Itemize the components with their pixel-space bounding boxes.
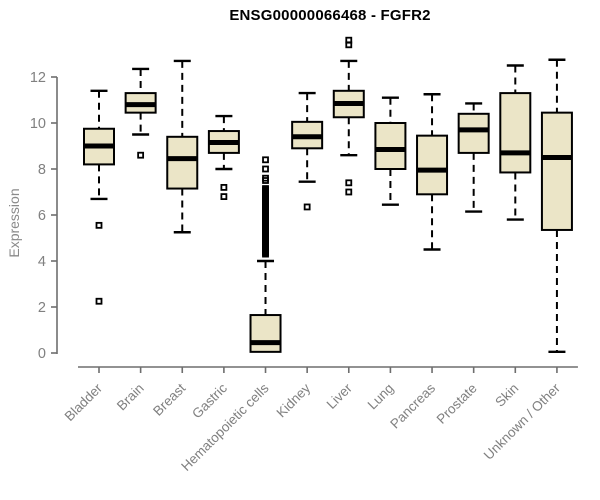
chart-title: ENSG00000066468 - FGFR2	[229, 7, 431, 24]
outlier-point-hematopoietic-cells	[262, 177, 269, 184]
outlier-point-kidney	[303, 203, 311, 211]
box-breast	[166, 135, 199, 190]
y-tick-label-8: 8	[38, 162, 46, 178]
outlier-point-liver	[345, 179, 353, 187]
outlier-point-brain	[137, 151, 145, 159]
x-tick-label-pancreas: Pancreas	[387, 380, 438, 431]
y-tick-label-0: 0	[38, 346, 46, 362]
y-tick-label-4: 4	[38, 254, 46, 270]
x-tick-label-bladder: Bladder	[62, 380, 106, 424]
x-tick-label-skin: Skin	[492, 381, 521, 410]
box-pancreas	[416, 134, 449, 196]
outlier-point-bladder	[95, 221, 103, 229]
x-tick-label-unknown-other: Unknown / Other	[481, 380, 564, 463]
box-unknown-other	[540, 111, 573, 231]
box-lung	[374, 122, 407, 170]
x-tick-label-prostate: Prostate	[434, 381, 480, 427]
x-tick-label-gastric: Gastric	[189, 380, 230, 421]
outlier-point-gastric	[220, 193, 228, 201]
x-tick-label-breast: Breast	[150, 380, 188, 418]
outlier-point-bladder	[95, 297, 103, 305]
outlier-point-hematopoietic-cells	[262, 250, 269, 258]
box-hematopoietic-cells	[249, 314, 282, 353]
y-tick-label-10: 10	[30, 116, 46, 132]
x-tick-label-liver: Liver	[324, 380, 356, 412]
y-tick-label-6: 6	[38, 208, 46, 224]
y-tick-label-12: 12	[30, 70, 46, 86]
x-tick-label-brain: Brain	[114, 381, 147, 414]
outlier-point-liver	[345, 41, 353, 49]
x-tick-label-kidney: Kidney	[273, 380, 313, 420]
outlier-point-gastric	[220, 183, 228, 191]
outlier-point-hematopoietic-cells	[262, 156, 269, 164]
outlier-point-hematopoietic-cells	[262, 165, 269, 173]
box-prostate	[457, 112, 490, 154]
y-tick-label-2: 2	[38, 300, 46, 316]
x-tick-label-lung: Lung	[365, 381, 397, 413]
outlier-point-liver	[345, 188, 353, 196]
box-skin	[499, 92, 532, 174]
